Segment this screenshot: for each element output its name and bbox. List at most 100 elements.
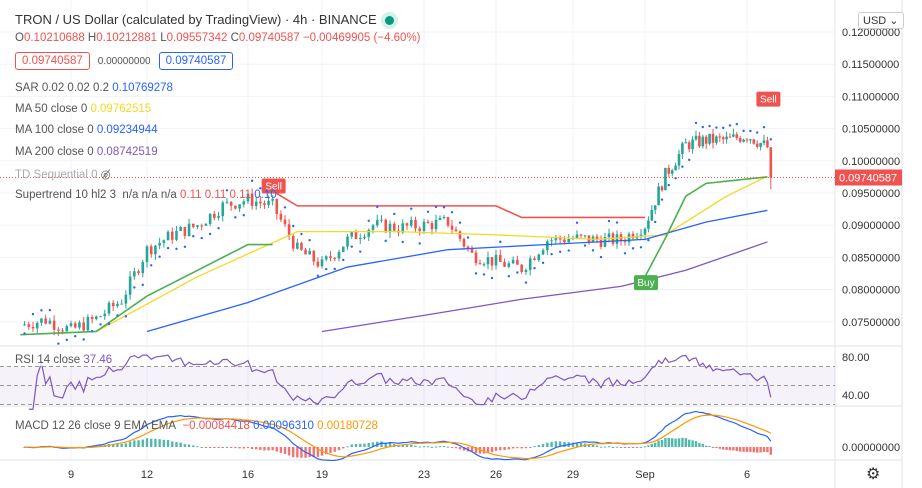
sar-dot — [141, 283, 144, 287]
candle — [246, 193, 250, 202]
macd-histogram-bar — [300, 447, 303, 458]
legend-macd[interactable]: MACD 12 26 close 9 EMA EMA −0.00084418 0… — [15, 420, 378, 432]
candle — [677, 153, 681, 166]
candle — [546, 241, 549, 251]
candle — [563, 239, 566, 243]
macd-histogram-bar — [430, 446, 434, 448]
legend-supertrend[interactable]: Supertrend 10 hl2 3 n/a n/a n/a 0.11 0.1… — [15, 189, 277, 201]
legend-rsi[interactable]: RSI 14 close 37.46 — [15, 354, 113, 366]
legend-ma100[interactable]: MA 100 close 0 0.09234944 — [15, 124, 158, 136]
macd-histogram-bar — [603, 446, 607, 448]
sar-dot — [300, 232, 303, 236]
macd-histogram-bar — [279, 447, 283, 453]
candle — [537, 254, 541, 260]
sar-dot — [466, 236, 470, 239]
candle — [78, 322, 81, 328]
sar-dot — [350, 245, 353, 248]
macd-histogram-bar — [635, 447, 639, 448]
candle — [300, 242, 303, 250]
legend-ma200[interactable]: MA 200 close 0 0.08742519 — [15, 146, 158, 158]
sar-dot — [728, 124, 732, 127]
candle — [674, 165, 677, 171]
candle — [69, 323, 73, 327]
macd-histogram-bar — [657, 440, 660, 447]
candle — [725, 136, 728, 140]
sar-dot — [660, 198, 664, 201]
sar-dot — [316, 274, 320, 278]
candle — [647, 220, 650, 229]
eye-off-icon[interactable]: ◎̸ — [100, 169, 111, 181]
candle — [250, 193, 254, 206]
candle — [494, 254, 498, 266]
candle — [533, 258, 536, 260]
price-tick-label: 0.09000000 — [842, 220, 900, 232]
price-tick-label: 0.10000000 — [842, 156, 900, 168]
macd-histogram-bar — [752, 447, 755, 453]
candle — [154, 245, 157, 255]
candle — [687, 142, 691, 150]
macd-histogram-bar — [664, 438, 667, 447]
macd-histogram-bar — [694, 441, 698, 447]
candle — [482, 264, 486, 266]
candle — [711, 133, 715, 143]
sar-dot — [490, 276, 494, 280]
macd-histogram-bar — [192, 445, 195, 447]
macd-histogram-bar — [615, 446, 619, 448]
sell-button[interactable]: 0.09740587 — [15, 52, 90, 70]
candle — [762, 140, 766, 144]
macd-histogram-bar — [175, 442, 178, 447]
candle — [107, 302, 111, 314]
sar-dot — [166, 246, 170, 250]
candle — [48, 320, 52, 324]
legend-sar[interactable]: SAR 0.02 0.02 0.2 0.10769278 — [15, 82, 173, 94]
macd-histogram-bar — [643, 446, 647, 448]
candle — [567, 238, 571, 243]
candle — [324, 256, 328, 260]
rsi-tick-label: 40.00 — [842, 390, 870, 402]
candle — [430, 223, 434, 230]
macd-histogram-bar — [516, 447, 519, 449]
candle — [766, 140, 769, 148]
macd-histogram-bar — [660, 440, 664, 447]
macd-histogram-bar — [296, 447, 299, 458]
sar-dot — [623, 252, 627, 255]
candle — [124, 294, 128, 304]
currency-selector[interactable]: USD ⌄ — [858, 12, 904, 29]
candle — [208, 213, 212, 224]
sar-dot — [192, 235, 195, 238]
signal-line — [24, 414, 772, 460]
legend-td-sequential[interactable]: TD Sequential 0 ◎̸ — [15, 169, 111, 181]
candle — [738, 138, 742, 142]
time-tick-label: 26 — [490, 469, 502, 481]
sar-dot — [567, 249, 570, 252]
sar-dot — [647, 238, 650, 242]
candle — [279, 214, 283, 220]
macd-histogram-bar — [742, 447, 745, 452]
candle — [267, 200, 270, 205]
macd-histogram-bar — [354, 444, 358, 447]
candle — [732, 134, 735, 137]
macd-histogram-bar — [292, 447, 295, 458]
macd-histogram-bar — [639, 446, 643, 448]
sar-dot — [756, 131, 759, 134]
macd-histogram-bar — [363, 443, 366, 447]
settings-gear-icon[interactable]: ⚙ — [866, 466, 881, 483]
macd-histogram-bar — [698, 443, 701, 447]
candle — [694, 135, 698, 140]
sar-dot — [333, 267, 336, 271]
macd-histogram-bar — [579, 443, 583, 447]
candle — [752, 139, 756, 144]
sar-dot — [116, 314, 119, 317]
macd-histogram-bar — [705, 445, 708, 447]
macd-histogram-bar — [507, 447, 511, 450]
legend-ma50[interactable]: MA 50 close 0 0.09762515 — [15, 103, 152, 115]
macd-histogram-bar — [533, 446, 536, 448]
macd-histogram-bar — [499, 447, 502, 451]
macd-histogram-bar — [183, 444, 187, 447]
buy-button[interactable]: 0.09740587 — [158, 52, 234, 70]
sar-dot — [23, 332, 26, 335]
sar-dot — [376, 205, 379, 209]
macd-histogram-bar — [333, 447, 336, 452]
macd-histogram-bar — [769, 447, 772, 455]
